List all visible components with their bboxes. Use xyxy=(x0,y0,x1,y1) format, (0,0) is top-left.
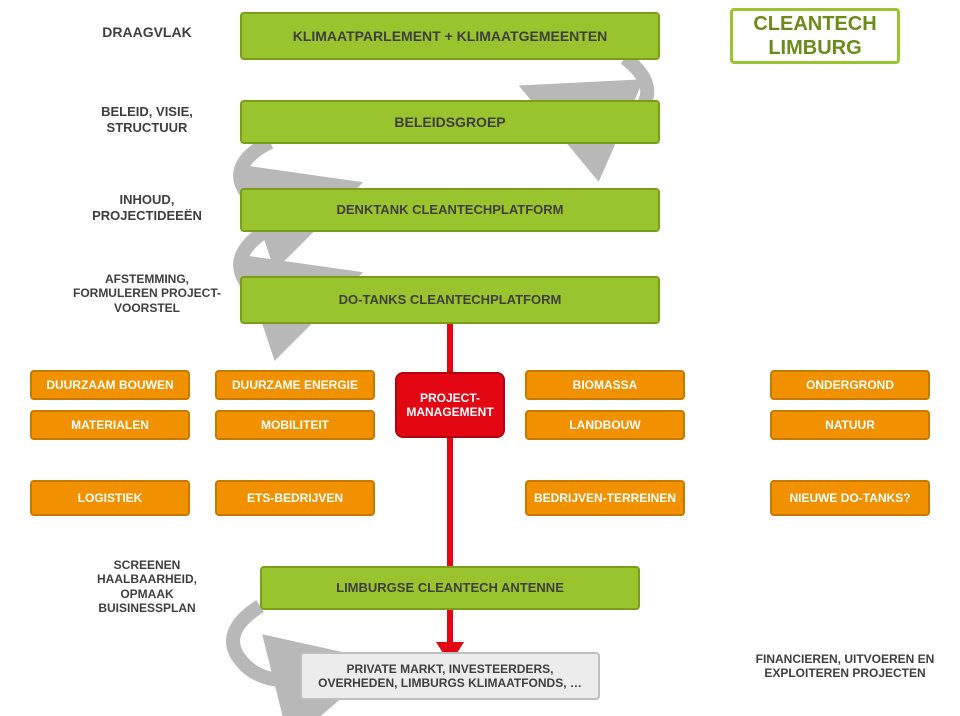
box-projectmanagement: PROJECT-MANAGEMENT xyxy=(395,372,505,438)
box-ets: ETS-BEDRIJVEN xyxy=(215,480,375,516)
red-connector-bottom xyxy=(447,438,453,650)
label-beleid: BELEID, VISIE, STRUCTUUR xyxy=(72,104,222,135)
box-nieuwe-dotanks: NIEUWE DO-TANKS? xyxy=(770,480,930,516)
box-klimparlement: KLIMAATPARLEMENT + KLIMAATGEMEENTEN xyxy=(240,12,660,60)
label-screenen: SCREENEN HAALBAARHEID, OPMAAK BUISINESSP… xyxy=(72,558,222,616)
box-duurzaam-bouwen: DUURZAAM BOUWEN xyxy=(30,370,190,400)
label-afstemming: AFSTEMMING, FORMULEREN PROJECT-VOORSTEL xyxy=(72,272,222,315)
box-biomassa: BIOMASSA xyxy=(525,370,685,400)
box-logistiek: LOGISTIEK xyxy=(30,480,190,516)
box-duurzame-energie: DUURZAME ENERGIE xyxy=(215,370,375,400)
label-draagvlak: DRAAGVLAK xyxy=(72,24,222,41)
box-dotanks: DO-TANKS CLEANTECHPLATFORM xyxy=(240,276,660,324)
box-bedrijven: BEDRIJVEN-TERREINEN xyxy=(525,480,685,516)
box-materialen: MATERIALEN xyxy=(30,410,190,440)
box-cleantech-limburg: CLEANTECH LIMBURG xyxy=(730,8,900,64)
red-connector-top xyxy=(447,324,453,374)
box-landbouw: LANDBOUW xyxy=(525,410,685,440)
label-financieren: FINANCIEREN, UITVOEREN EN EXPLOITEREN PR… xyxy=(750,652,940,681)
box-denktank: DENKTANK CLEANTECHPLATFORM xyxy=(240,188,660,232)
box-mobiliteit: MOBILITEIT xyxy=(215,410,375,440)
box-beleidsgroep: BELEIDSGROEP xyxy=(240,100,660,144)
box-private-markt: PRIVATE MARKT, INVESTEERDERS, OVERHEDEN,… xyxy=(300,652,600,700)
box-natuur: NATUUR xyxy=(770,410,930,440)
box-antenne: LIMBURGSE CLEANTECH ANTENNE xyxy=(260,566,640,610)
label-inhoud: INHOUD, PROJECTIDEEËN xyxy=(72,192,222,223)
box-ondergrond: ONDERGROND xyxy=(770,370,930,400)
